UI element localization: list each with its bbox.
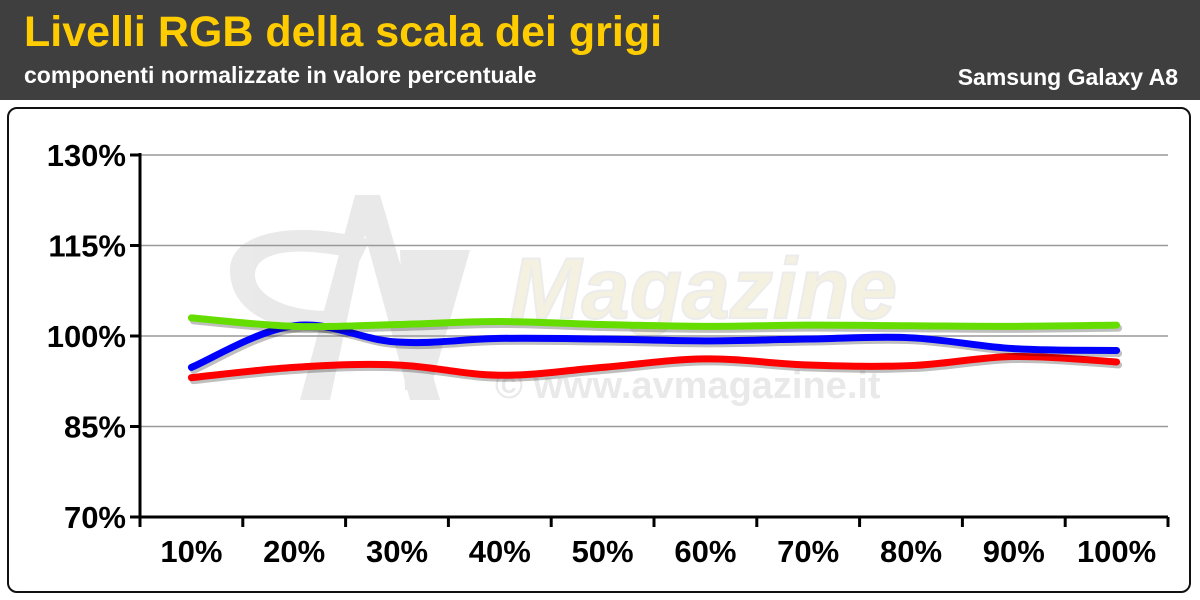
x-tick-label: 40% (469, 534, 531, 569)
chart-subtitle: componenti normalizzate in valore percen… (24, 62, 537, 88)
grid-lines (140, 154, 1168, 428)
y-tick-labels: 70% 85% 100% 115% 130% (47, 138, 126, 535)
x-tick-label: 90% (983, 534, 1045, 569)
x-tick-label: 30% (366, 534, 428, 569)
x-tick-label: 100% (1077, 534, 1156, 569)
chart-title: Livelli RGB della scala dei grigi (24, 8, 663, 56)
series-line-red (187, 352, 1121, 382)
x-tick-label: 20% (263, 534, 325, 569)
series-line-green (187, 314, 1121, 331)
axes (130, 153, 1170, 527)
chart-header: Livelli RGB della scala dei grigi compon… (0, 0, 1200, 100)
series-line-blue (187, 321, 1121, 371)
device-name: Samsung Galaxy A8 (957, 64, 1178, 90)
x-tick-label: 10% (160, 534, 222, 569)
y-tick-label: 85% (64, 410, 126, 445)
x-tick-label: 60% (674, 534, 736, 569)
y-tick-label: 100% (47, 319, 126, 354)
x-tick-labels: 10% 20% 30% 40% 50% 60% 70% 80% 90% 100% (160, 534, 1156, 569)
series-lines (187, 314, 1123, 385)
x-tick-label: 50% (572, 534, 634, 569)
y-tick-label: 130% (47, 138, 126, 173)
y-tick-label: 70% (64, 500, 126, 535)
y-tick-label: 115% (48, 229, 126, 264)
x-tick-label: 70% (777, 534, 839, 569)
x-tick-label: 80% (880, 534, 942, 569)
